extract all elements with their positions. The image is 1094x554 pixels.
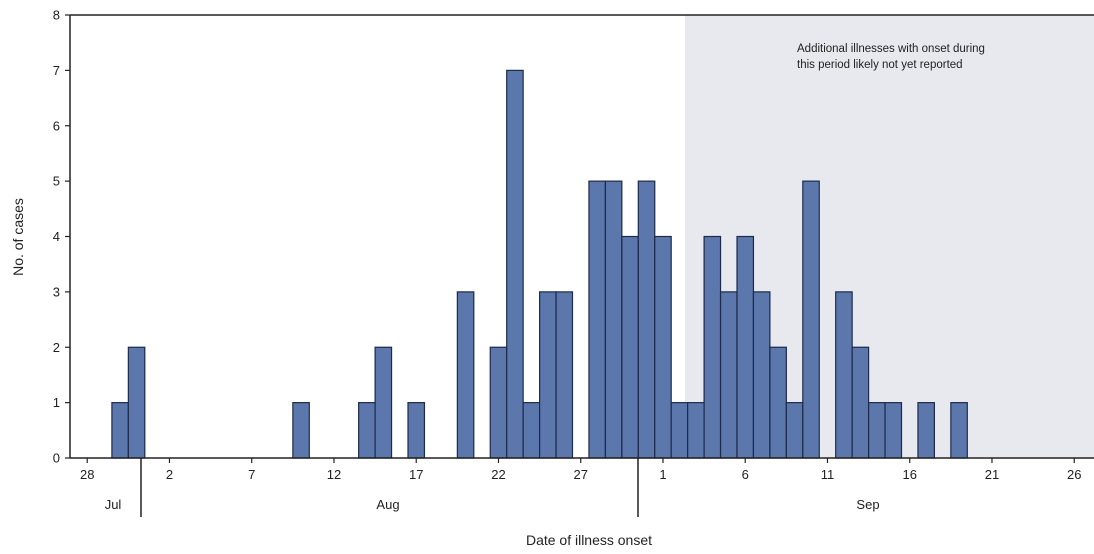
bar-sep-14 — [867, 402, 886, 459]
x-tick-label: 2 — [166, 467, 173, 482]
x-tick-label: 12 — [327, 467, 341, 482]
x-tick-label: 28 — [80, 467, 94, 482]
bar-aug-26 — [555, 291, 574, 459]
bar-sep-13 — [851, 346, 870, 459]
bar-sep-6 — [736, 235, 755, 459]
bar-sep-9 — [785, 402, 804, 459]
bar-sep-7 — [752, 291, 771, 459]
bar-aug-28 — [588, 180, 607, 459]
x-tick-label: 17 — [409, 467, 423, 482]
y-tick-label: 1 — [53, 395, 60, 410]
bar-aug-30 — [621, 235, 639, 459]
x-tick-label: 22 — [491, 467, 505, 482]
bar-sep-4 — [703, 235, 722, 459]
bars-group — [111, 69, 968, 459]
y-tick-label: 0 — [53, 451, 60, 466]
y-tick-label: 5 — [53, 174, 60, 189]
x-tick-label: 11 — [821, 467, 835, 482]
x-tick-label: 7 — [248, 467, 255, 482]
bar-sep-5 — [719, 291, 738, 459]
bar-jul-31 — [127, 346, 146, 459]
bar-aug-10 — [292, 402, 310, 459]
bar-aug-29 — [604, 180, 623, 459]
y-tick-label: 4 — [53, 229, 60, 244]
bar-sep-8 — [769, 346, 787, 459]
y-tick-label: 6 — [53, 118, 60, 133]
bar-sep-12 — [835, 291, 853, 459]
bar-sep-19 — [950, 402, 968, 459]
bar-aug-17 — [407, 402, 426, 459]
bar-aug-14 — [358, 402, 376, 459]
x-axis-title: Date of illness onset — [526, 532, 652, 548]
annotation-line-1: Additional illnesses with onset during — [797, 43, 985, 55]
bar-sep-3 — [687, 402, 705, 459]
y-tick-label: 8 — [53, 8, 60, 23]
y-tick-label: 7 — [53, 63, 60, 78]
bar-aug-31 — [637, 180, 656, 459]
x-tick-label: 16 — [902, 467, 916, 482]
x-tick-label: 21 — [985, 467, 999, 482]
y-axis-title: No. of cases — [10, 198, 26, 276]
bar-aug-20 — [456, 291, 475, 459]
bar-sep-17 — [917, 402, 936, 459]
bar-aug-23 — [506, 69, 524, 459]
month-label-aug: Aug — [376, 497, 399, 512]
x-tick-label: 26 — [1067, 467, 1081, 482]
bar-aug-25 — [538, 291, 557, 459]
y-axis: 0 1 2 3 4 5 6 7 8 — [53, 8, 70, 466]
x-tick-label: 27 — [573, 467, 587, 482]
x-axis: 28 2 7 12 17 22 27 1 6 11 16 21 26 — [80, 458, 1081, 482]
bar-aug-15 — [374, 346, 393, 459]
bar-sep-1 — [654, 235, 672, 459]
month-label-sep: Sep — [856, 497, 879, 512]
bar-jul-30 — [111, 402, 129, 459]
bar-aug-24 — [522, 402, 541, 459]
bar-aug-22 — [489, 346, 508, 459]
y-tick-label: 3 — [53, 284, 60, 299]
y-tick-label: 2 — [53, 340, 60, 355]
annotation-line-2: this period likely not yet reported — [797, 59, 963, 71]
bar-sep-15 — [884, 402, 903, 459]
bar-sep-10 — [802, 180, 820, 459]
x-tick-label: 1 — [659, 467, 666, 482]
bar-sep-2 — [670, 402, 689, 459]
x-tick-label: 6 — [742, 467, 749, 482]
month-label-jul: Jul — [105, 497, 122, 512]
